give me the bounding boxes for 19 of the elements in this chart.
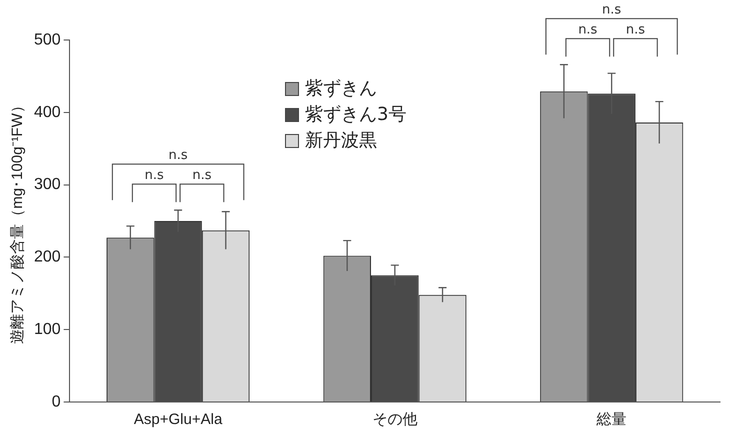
y-tick-label: 300 [34, 176, 61, 194]
y-tick-label: 500 [34, 31, 61, 48]
legend-label: 紫ずきん [305, 77, 377, 101]
y-tick-label: 400 [34, 104, 61, 121]
y-tick-label: 0 [52, 393, 61, 410]
text: n.s [626, 22, 646, 38]
y-tick-label: 200 [34, 248, 61, 266]
text: n.s [602, 2, 622, 18]
y-axis-title: 遊離アミノ酸含量（mg･100g⁻¹FW） [9, 98, 26, 344]
x-tick-label: Asp+Glu+Ala [134, 411, 223, 428]
text: n.s [578, 22, 598, 38]
legend-label: 新丹波黒 [305, 129, 377, 153]
annotation: n.s [168, 148, 188, 164]
x-tick-label: 総量 [596, 411, 627, 428]
y-tick-label: 100 [34, 321, 61, 338]
x-tick-label: その他 [372, 411, 418, 428]
annotation: n.s [192, 168, 212, 184]
legend-label: 紫ずきん3号 [305, 103, 406, 127]
annotation: n.s [144, 168, 164, 184]
